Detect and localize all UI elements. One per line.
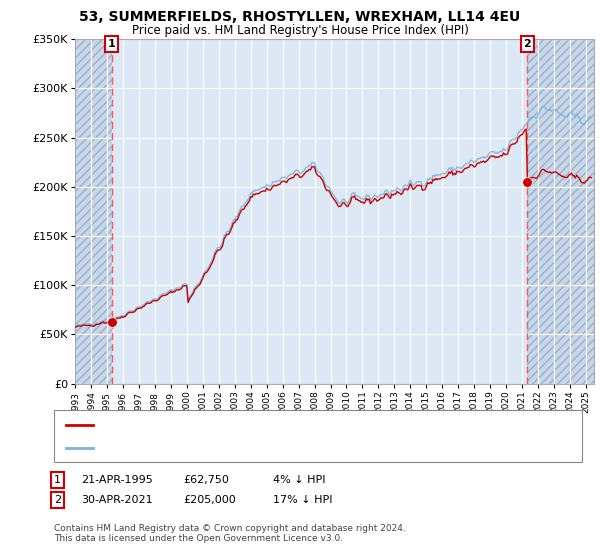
- Text: 1: 1: [108, 39, 116, 49]
- Text: 2: 2: [54, 495, 61, 505]
- Text: Price paid vs. HM Land Registry's House Price Index (HPI): Price paid vs. HM Land Registry's House …: [131, 24, 469, 36]
- Text: 1: 1: [54, 475, 61, 485]
- Text: 4% ↓ HPI: 4% ↓ HPI: [273, 475, 325, 485]
- Text: Contains HM Land Registry data © Crown copyright and database right 2024.
This d: Contains HM Land Registry data © Crown c…: [54, 524, 406, 543]
- Bar: [527, 39, 594, 384]
- Text: HPI: Average price, detached house, Wrexham: HPI: Average price, detached house, Wrex…: [99, 442, 341, 452]
- Text: £205,000: £205,000: [183, 495, 236, 505]
- Bar: [75, 39, 112, 384]
- Text: £62,750: £62,750: [183, 475, 229, 485]
- Text: 53, SUMMERFIELDS, RHOSTYLLEN, WREXHAM, LL14 4EU: 53, SUMMERFIELDS, RHOSTYLLEN, WREXHAM, L…: [79, 10, 521, 24]
- Text: 53, SUMMERFIELDS, RHOSTYLLEN, WREXHAM, LL14 4EU (detached house): 53, SUMMERFIELDS, RHOSTYLLEN, WREXHAM, L…: [99, 420, 486, 430]
- Text: 2: 2: [524, 39, 531, 49]
- Text: 17% ↓ HPI: 17% ↓ HPI: [273, 495, 332, 505]
- Text: 30-APR-2021: 30-APR-2021: [81, 495, 152, 505]
- Text: 21-APR-1995: 21-APR-1995: [81, 475, 153, 485]
